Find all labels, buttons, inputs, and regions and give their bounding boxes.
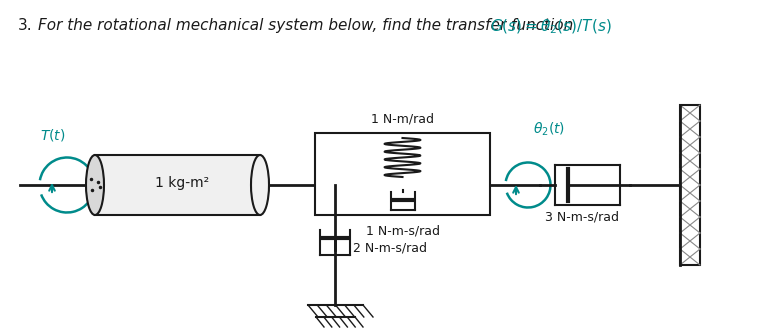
Ellipse shape bbox=[86, 155, 104, 215]
Text: 1 N-m-s/rad: 1 N-m-s/rad bbox=[365, 225, 439, 238]
Text: $G(s) = \theta_2(s)/T(s)$: $G(s) = \theta_2(s)/T(s)$ bbox=[490, 18, 611, 36]
Text: 2 N-m-s/rad: 2 N-m-s/rad bbox=[353, 241, 427, 254]
Text: $T(t)$: $T(t)$ bbox=[40, 127, 66, 143]
Bar bbox=[95, 155, 260, 215]
Text: 1 N-m/rad: 1 N-m/rad bbox=[371, 112, 434, 125]
Text: 3.: 3. bbox=[18, 18, 32, 33]
Text: 3 N-m-s/rad: 3 N-m-s/rad bbox=[545, 210, 619, 223]
Bar bbox=[315, 133, 490, 215]
Text: $\theta_2(t)$: $\theta_2(t)$ bbox=[533, 121, 565, 138]
Text: 1 kg-m²: 1 kg-m² bbox=[156, 176, 210, 190]
Bar bbox=[680, 105, 700, 265]
Text: For the rotational mechanical system below, find the transfer function: For the rotational mechanical system bel… bbox=[38, 18, 578, 33]
Ellipse shape bbox=[251, 155, 269, 215]
